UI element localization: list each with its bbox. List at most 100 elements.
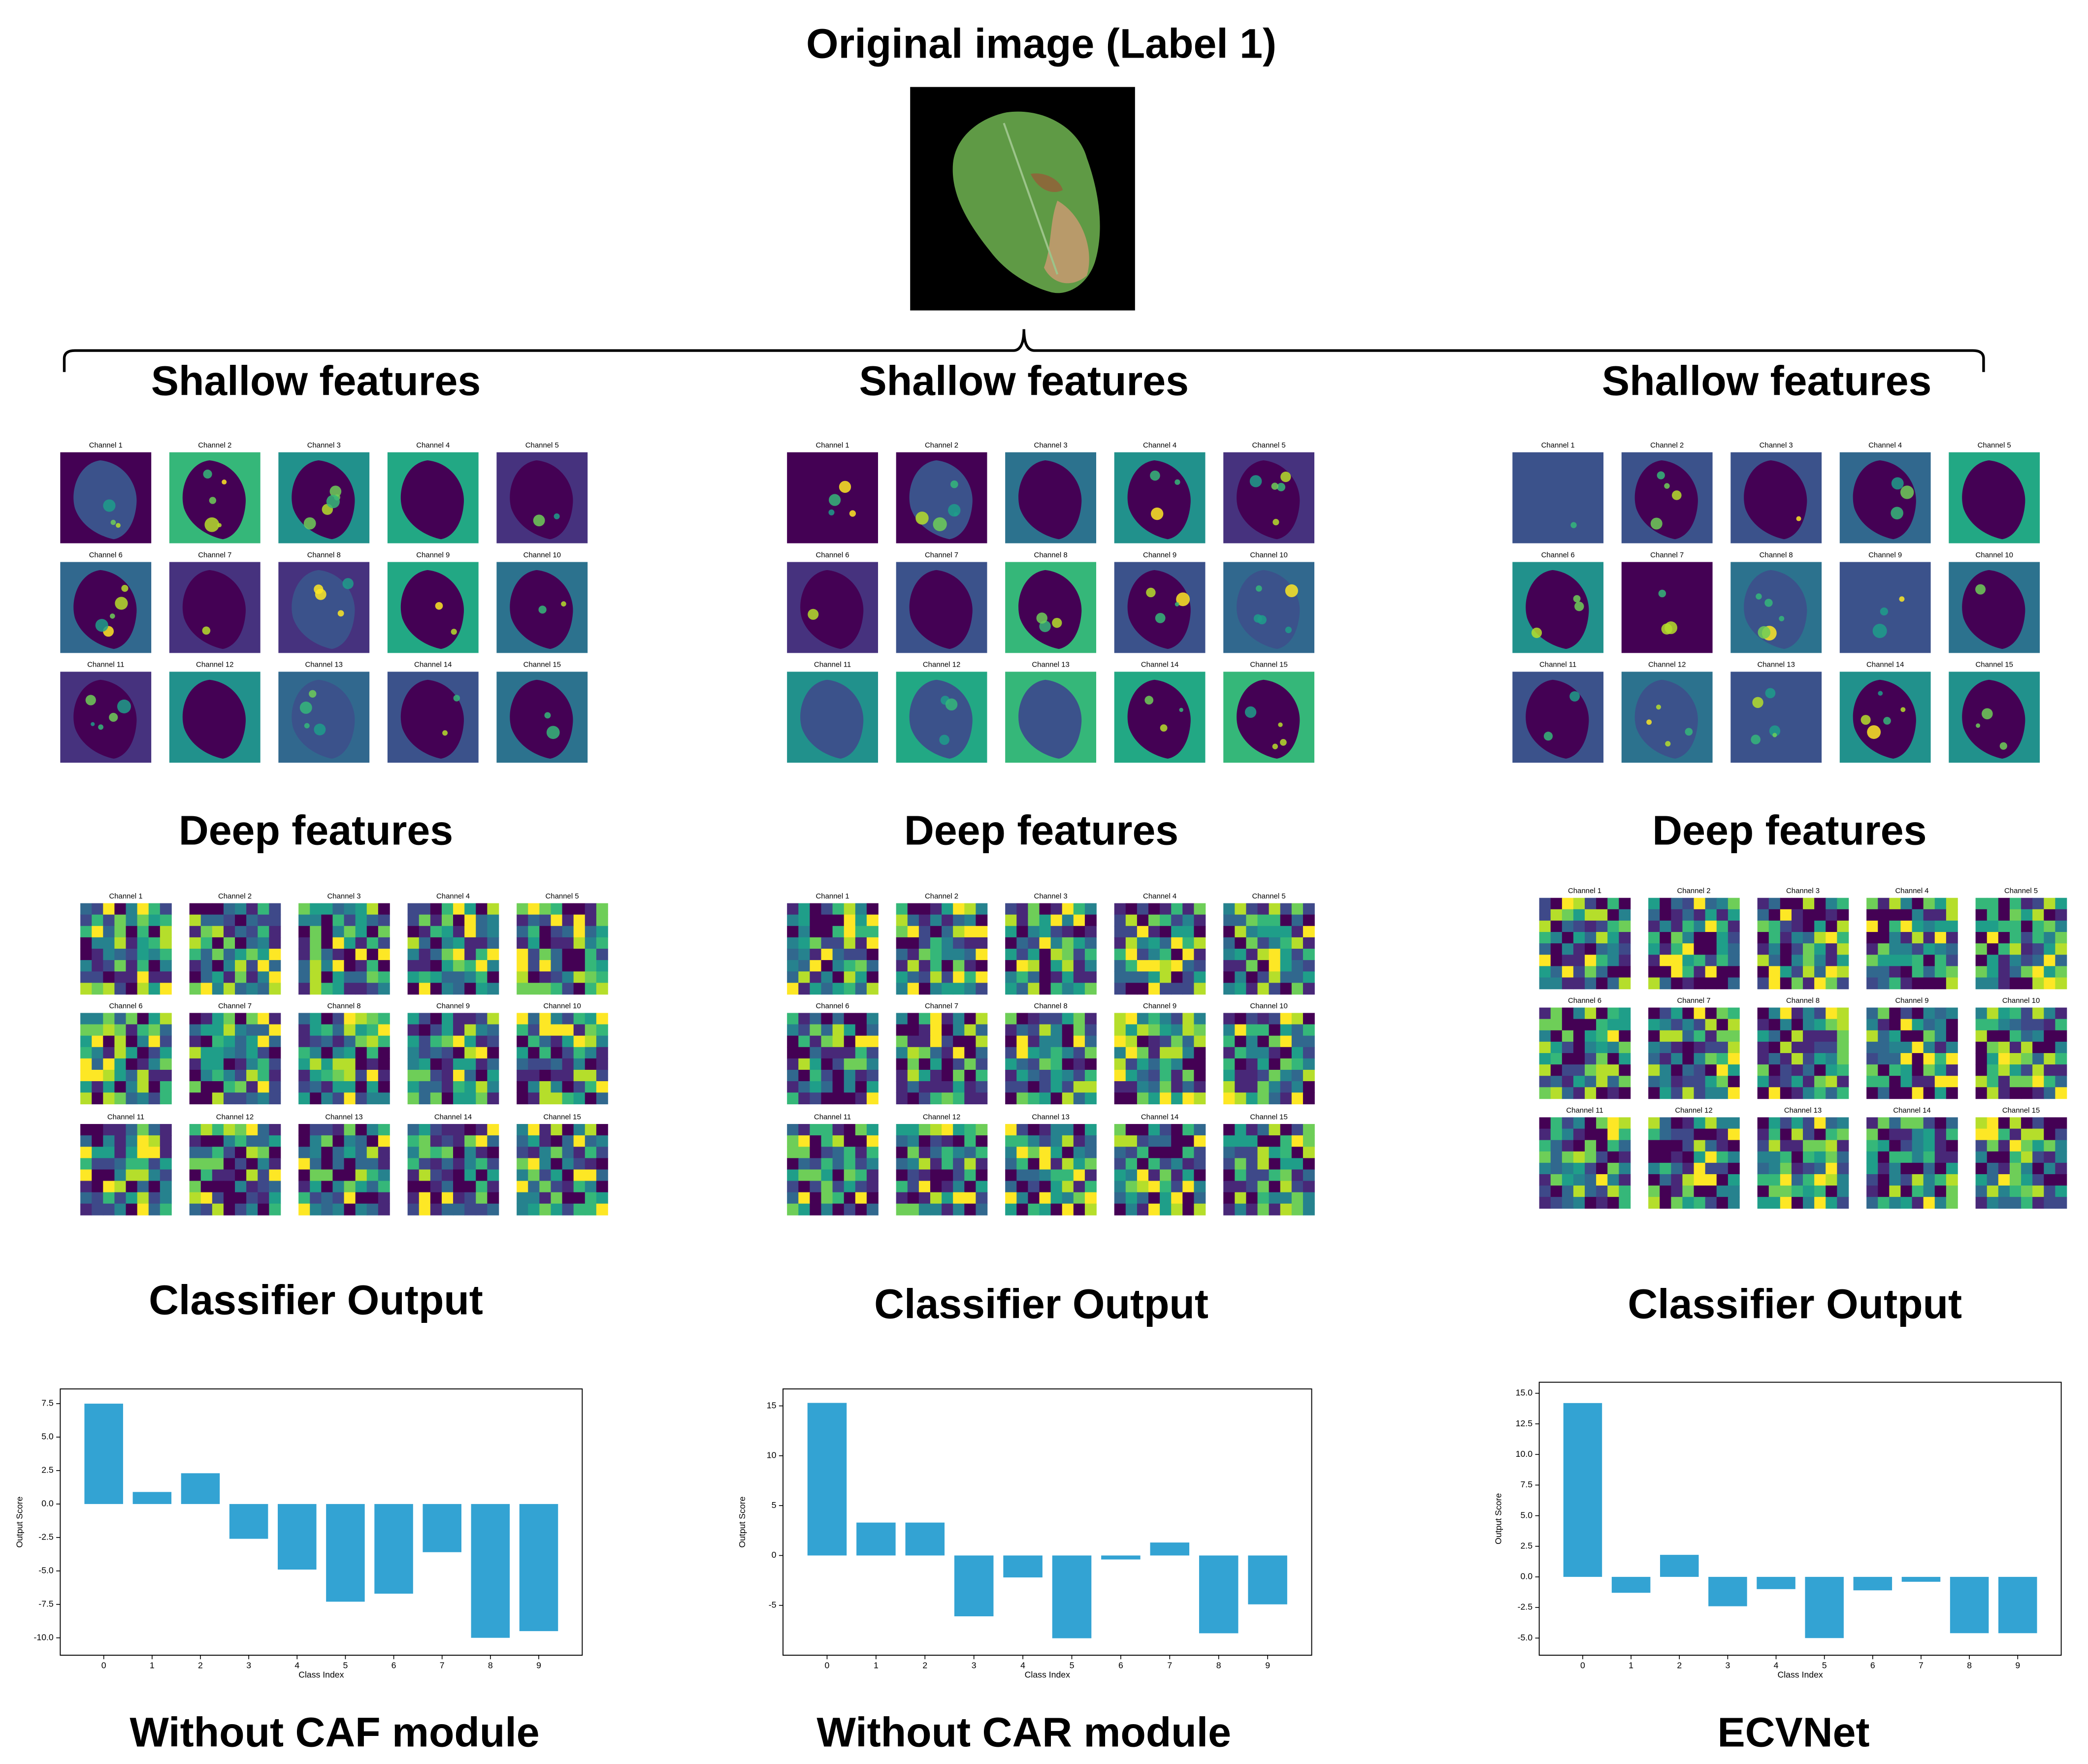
feature-cell <box>310 1024 322 1036</box>
feature-cell <box>1975 1030 1988 1042</box>
feature-cell <box>1878 1019 1890 1031</box>
feature-cell <box>1694 1117 1706 1129</box>
feature-cell <box>310 1092 322 1105</box>
feature-cell <box>1573 932 1585 944</box>
x-tick-label: 3 <box>1725 1660 1730 1670</box>
feature-cell <box>1660 1053 1672 1065</box>
feature-cell <box>1768 909 1781 921</box>
feature-cell <box>1125 1092 1138 1105</box>
channel-label: Channel 7 <box>925 551 958 559</box>
feature-cell <box>1866 943 1879 956</box>
feature-cell <box>1182 971 1195 984</box>
feature-cell <box>212 1081 224 1093</box>
feature-cell <box>562 914 574 927</box>
feature-cell <box>355 937 367 949</box>
channel-label: Channel 9 <box>416 551 450 559</box>
feature-cell <box>1837 966 1849 978</box>
feature-cell <box>821 937 833 949</box>
feature-cell <box>1923 1140 1935 1152</box>
feature-cell <box>1728 920 1740 932</box>
feature-cell <box>1694 1128 1706 1141</box>
feature-cell <box>1607 909 1620 921</box>
feature-cell <box>896 960 908 972</box>
feature-cell <box>344 1024 356 1036</box>
feature-cell <box>1005 983 1017 995</box>
feature-cell <box>866 903 879 915</box>
feature-cell <box>896 1181 908 1193</box>
feature-cell <box>212 1024 224 1036</box>
feature-cell <box>896 1169 908 1182</box>
feature-cell <box>1160 1147 1172 1159</box>
feature-cell <box>1728 1019 1740 1031</box>
feature-cell <box>1596 898 1608 910</box>
feature-cell <box>539 1035 552 1048</box>
feature-cell <box>1660 1064 1672 1077</box>
feature-cell <box>551 1058 563 1070</box>
feature-cell <box>517 926 529 938</box>
feature-cell <box>798 1169 811 1182</box>
feature-cell <box>964 1047 977 1059</box>
feature-cell <box>1573 1087 1585 1099</box>
feature-cell <box>1682 1053 1695 1065</box>
feature-cell <box>1671 1186 1683 1197</box>
feature-cell <box>126 1024 138 1036</box>
feature-cell <box>189 1124 201 1136</box>
feature-cell <box>1585 1030 1597 1042</box>
feature-cell <box>148 1081 161 1093</box>
feature-cell <box>1934 1128 1947 1141</box>
feature-cell <box>832 1069 845 1082</box>
feature-cell <box>517 960 529 972</box>
feature-cell <box>1235 948 1247 961</box>
feature-cell <box>1148 1192 1160 1204</box>
feature-cell <box>1550 955 1563 967</box>
feature-cell <box>1660 1197 1672 1209</box>
feature-cell <box>366 1081 379 1093</box>
feature-cell <box>976 1035 988 1048</box>
feature-cell <box>810 1181 822 1193</box>
feature-cell <box>1084 926 1097 938</box>
feature-cell <box>1182 1158 1195 1170</box>
feature-cell <box>539 1013 552 1025</box>
feature-cell <box>2021 1007 2033 1020</box>
feature-cell <box>551 1069 563 1082</box>
feature-cell <box>896 937 908 949</box>
feature-cell <box>1269 1124 1281 1136</box>
feature-cell <box>1682 966 1695 978</box>
feature-cell <box>1803 1151 1815 1163</box>
feature-cell <box>1269 1081 1281 1093</box>
feature-cell <box>1768 1019 1781 1031</box>
feature-cell <box>1303 1158 1315 1170</box>
feature-cell <box>896 1147 908 1159</box>
feature-cell <box>1160 926 1172 938</box>
feature-cell <box>585 1124 597 1136</box>
feature-cell <box>419 914 431 927</box>
feature-cell <box>1648 932 1661 944</box>
feature-cell <box>1062 1203 1074 1216</box>
feature-cell <box>430 1181 442 1193</box>
feature-cell <box>1148 1013 1160 1025</box>
feature-cell <box>235 1203 247 1216</box>
feature-cell <box>528 1135 540 1148</box>
feature-cell <box>212 1181 224 1193</box>
feature-cell <box>310 1124 322 1136</box>
feature-cell <box>1768 932 1781 944</box>
feature-cell <box>2044 1030 2056 1042</box>
feature-cell <box>2044 898 2056 910</box>
feature-cell <box>258 1069 270 1082</box>
feature-cell <box>80 1058 93 1070</box>
feature-cell <box>1257 903 1270 915</box>
feature-cell <box>539 960 552 972</box>
feature-cell <box>160 903 172 915</box>
feature-leaf <box>510 679 573 759</box>
feature-cell <box>1716 1030 1729 1042</box>
feature-cell <box>1550 1174 1563 1186</box>
feature-cell <box>1539 920 1551 932</box>
feature-cell <box>1607 1140 1620 1152</box>
feature-cell <box>441 1081 454 1093</box>
feature-cell <box>596 903 608 915</box>
feature-cell <box>1757 1030 1769 1042</box>
feature-cell <box>223 1158 235 1170</box>
feature-cell <box>1934 1151 1947 1163</box>
feature-cell <box>907 971 919 984</box>
feature-cell <box>517 937 529 949</box>
